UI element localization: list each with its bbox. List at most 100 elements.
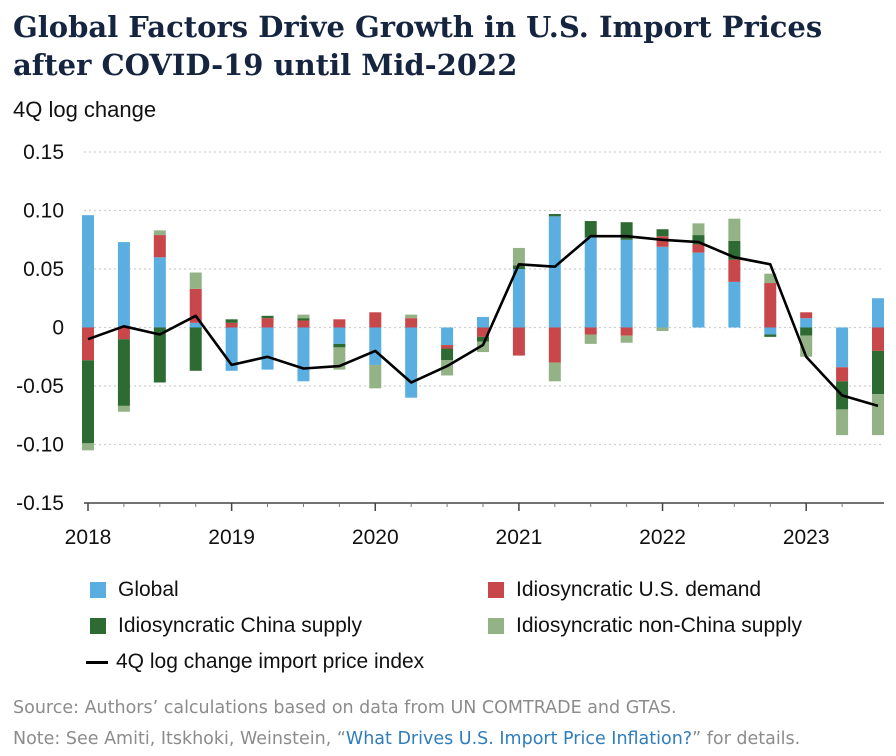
legend-swatch-china: [90, 618, 106, 634]
bar-segment: [333, 327, 346, 344]
bar-segment: [82, 327, 94, 361]
legend-item-china: Idiosyncratic China supply: [90, 614, 362, 638]
legend: Global Idiosyncratic U.S. demand Idiosyn…: [86, 578, 886, 682]
bar-segment: [512, 269, 525, 328]
bar-segment: [584, 334, 597, 344]
legend-swatch-line: [86, 660, 108, 664]
legend-label-us-demand: Idiosyncratic U.S. demand: [516, 578, 762, 601]
bar-segment: [189, 272, 202, 289]
y-axis-label: 4Q log change: [13, 97, 157, 122]
y-tick-label: -0.15: [16, 492, 64, 515]
bar-segment: [225, 322, 238, 328]
legend-label-china: Idiosyncratic China supply: [118, 614, 362, 637]
bar-segment: [369, 327, 382, 365]
bar-segment: [297, 327, 310, 382]
bar-segment: [117, 339, 130, 406]
bar-segment: [764, 273, 777, 284]
bar-segment: [692, 252, 705, 328]
y-tick-label: 0.15: [23, 141, 64, 164]
bar-segment: [620, 327, 633, 336]
x-tick-label: 2023: [783, 526, 830, 549]
bar-segment: [692, 223, 705, 236]
bar-segment: [548, 216, 561, 328]
bar-segment: [153, 230, 166, 236]
x-tick-label: 2022: [639, 526, 686, 549]
bar-segment: [764, 283, 777, 328]
bar-segment: [800, 318, 813, 328]
note-suffix: ” for details.: [692, 729, 801, 749]
bar-segment: [836, 327, 849, 368]
bar-segment: [441, 327, 454, 346]
bar-segment: [477, 327, 489, 337]
bar-segment: [656, 229, 669, 237]
bar-segment: [441, 345, 454, 349]
x-tick-label: 2020: [352, 526, 399, 549]
y-tick-label: -0.05: [16, 375, 64, 398]
bar-segment: [189, 322, 202, 328]
bar-segment: [656, 246, 669, 328]
bars: [82, 214, 884, 451]
note-prefix: Note: See Amiti, Itskhoki, Weinstein, “: [13, 729, 346, 749]
bar-segment: [153, 257, 166, 328]
bar-segment: [477, 336, 489, 342]
bar-segment: [333, 343, 346, 348]
legend-label-line: 4Q log change import price index: [116, 650, 425, 673]
y-tick-label: -0.10: [16, 434, 64, 457]
grid-lines: [84, 151, 884, 446]
bar-segment: [189, 288, 202, 323]
bar-segment: [297, 314, 310, 319]
bar-segment: [872, 394, 884, 436]
bar-segment: [584, 237, 597, 328]
bar-segment: [764, 327, 777, 335]
bar-segment: [548, 214, 561, 217]
bar-segment: [800, 312, 813, 319]
bar-segment: [872, 350, 884, 395]
x-tick-label: 2019: [208, 526, 255, 549]
bar-segment: [405, 314, 418, 319]
y-tick-label: 0.05: [23, 258, 64, 281]
bar-segment: [189, 327, 202, 371]
bar-segment: [584, 327, 597, 335]
legend-swatch-global: [90, 582, 106, 598]
legend-item-nonchina: Idiosyncratic non-China supply: [488, 614, 802, 638]
bar-segment: [117, 405, 130, 412]
bar-segment: [333, 319, 346, 328]
bar-segment: [261, 318, 274, 328]
legend-label-global: Global: [118, 578, 179, 601]
x-tick-label: 2018: [65, 526, 112, 549]
bar-segment: [836, 409, 849, 436]
bar-segment: [477, 341, 489, 353]
bar-segment: [620, 335, 633, 343]
bar-segment: [692, 244, 705, 253]
bar-segment: [620, 239, 633, 328]
bar-segment: [261, 315, 274, 319]
bar-segment: [441, 348, 454, 361]
legend-swatch-us-demand: [488, 582, 504, 598]
price-index-polyline: [87, 234, 879, 408]
legend-item-line: 4Q log change import price index: [86, 650, 424, 674]
x-tick-label: 2021: [496, 526, 543, 549]
note-link[interactable]: What Drives U.S. Import Price Inflation?: [345, 729, 693, 749]
bar-segment: [728, 281, 741, 328]
bar-segment: [405, 327, 418, 398]
bar-segment: [764, 334, 777, 337]
bar-segment: [82, 443, 94, 451]
source-line: Source: Authors’ calculations based on d…: [13, 698, 677, 718]
bar-segment: [512, 247, 525, 266]
legend-item-us-demand: Idiosyncratic U.S. demand: [488, 578, 761, 602]
bar-segment: [656, 236, 669, 247]
bar-segment: [656, 327, 669, 332]
legend-label-nonchina: Idiosyncratic non-China supply: [516, 614, 802, 637]
bar-segment: [800, 327, 813, 336]
bar-segment: [872, 327, 884, 351]
bar-segment: [477, 316, 489, 328]
bar-segment: [836, 367, 849, 382]
bar-segment: [512, 327, 525, 356]
note-line: Note: See Amiti, Itskhoki, Weinstein, “W…: [13, 724, 893, 755]
price-index-line: [87, 234, 879, 408]
bar-segment: [369, 312, 382, 328]
source-note: Source: Authors’ calculations based on d…: [13, 693, 893, 755]
bar-segment: [405, 318, 418, 328]
